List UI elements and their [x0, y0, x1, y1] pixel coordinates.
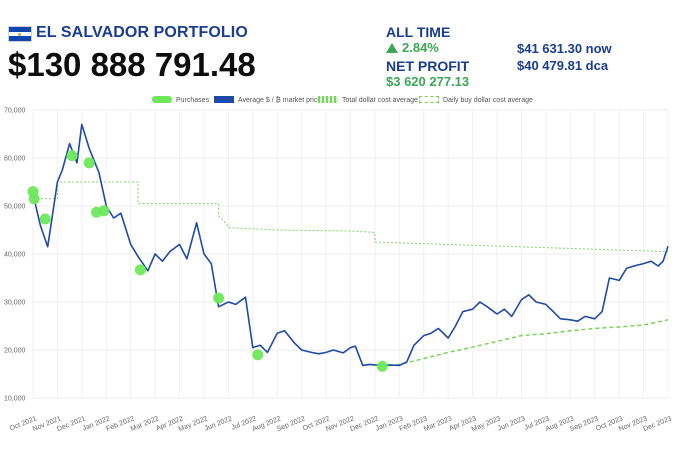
y-tick-label: 60,000 [4, 156, 26, 163]
y-tick-label: 30,000 [4, 300, 26, 307]
market-price-line [32, 123, 669, 367]
x-tick-label: Mar 2022 [130, 415, 160, 433]
legend-item-daily-dca[interactable]: Daily buy dollar cost average [419, 95, 533, 107]
x-tick-label: Mar 2023 [423, 415, 453, 433]
chart-legend: Purchases Average $ / ₿ market price Tot… [0, 95, 680, 107]
purchase-dot [98, 205, 110, 217]
x-tick-label: Dec 2022 [349, 415, 380, 433]
legend-swatch-total-dca [318, 96, 338, 103]
purchase-dot [213, 292, 225, 304]
all-time-label: ALL TIME [386, 24, 451, 40]
el-salvador-flag-icon [8, 26, 32, 42]
y-tick-label: 10,000 [4, 396, 26, 403]
x-tick-label: Sep 2023 [569, 415, 600, 433]
portfolio-title: EL SALVADOR PORTFOLIO [36, 24, 248, 41]
legend-swatch-daily-dca [419, 96, 439, 103]
purchase-dot [28, 193, 40, 205]
legend-item-total-dca[interactable]: Total dollar cost average [318, 95, 418, 107]
purchase-dot [134, 264, 146, 276]
x-tick-label: Jun 2022 [204, 415, 233, 432]
portfolio-total-value: $130 888 791.48 [8, 46, 256, 83]
legend-swatch-purchases [152, 96, 172, 103]
legend-swatch-market-price [214, 96, 234, 103]
purchase-dot [83, 157, 95, 169]
daily-dca-line [382, 319, 669, 368]
legend-item-purchases[interactable]: Purchases [152, 95, 209, 107]
x-tick-label: Sep 2022 [276, 415, 307, 433]
all-time-change-value: 2.84% [402, 40, 439, 55]
legend-label-market-price: Average $ / ₿ market price [238, 97, 322, 104]
price-dca: $40 479.81 dca [517, 58, 609, 73]
legend-item-market-price[interactable]: Average $ / ₿ market price [214, 95, 321, 107]
y-tick-label: 70,000 [4, 108, 26, 115]
legend-label-total-dca: Total dollar cost average [342, 97, 418, 104]
y-tick-label: 50,000 [4, 204, 26, 211]
purchase-markers [27, 150, 388, 372]
x-tick-label: Jun 2023 [497, 415, 526, 432]
up-arrow-icon [386, 43, 398, 53]
y-axis-ticks: 10,000 20,000 30,000 40,000 50,000 60,000 70,0… [4, 108, 26, 403]
legend-label-daily-dca: Daily buy dollar cost average [443, 97, 533, 104]
purchase-dot [66, 150, 78, 162]
net-profit-value: $3 620 277.13 [386, 74, 470, 89]
purchase-dot [252, 349, 264, 361]
chart-series [32, 123, 669, 368]
portfolio-header: EL SALVADOR PORTFOLIO $130 888 791.48 AL… [0, 0, 680, 95]
purchase-dot [39, 213, 51, 225]
legend-label-purchases: Purchases [176, 97, 210, 104]
y-tick-label: 40,000 [4, 252, 26, 259]
purchase-dot [376, 360, 388, 372]
net-profit-label: NET PROFIT [386, 58, 470, 74]
x-tick-label: Dec 2023 [642, 415, 673, 433]
x-tick-label: Dec 2021 [56, 415, 87, 433]
y-tick-label: 20,000 [4, 348, 26, 355]
chart-grid [32, 109, 669, 399]
price-now: $41 631.30 now [517, 41, 612, 56]
all-time-change: 2.84% [386, 40, 439, 55]
